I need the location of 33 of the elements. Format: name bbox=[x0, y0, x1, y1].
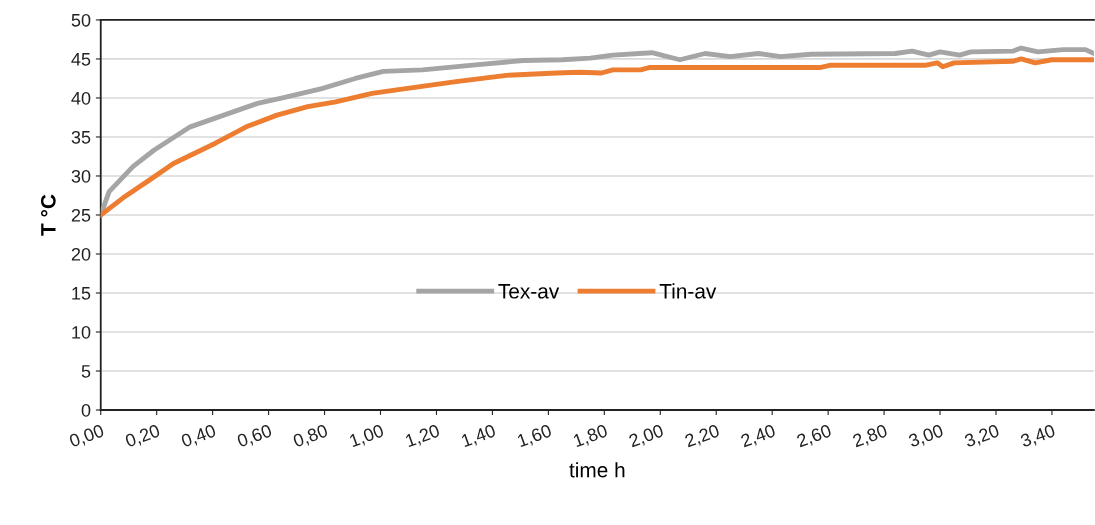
x-tick-label: 2,60 bbox=[796, 423, 833, 450]
x-tick-label: 0,60 bbox=[236, 423, 274, 450]
y-axis-title: T °C bbox=[40, 194, 56, 236]
x-tick-label: 1,40 bbox=[460, 423, 498, 450]
y-tick-label: 0 bbox=[81, 403, 91, 417]
y-tick-label: 35 bbox=[71, 130, 91, 144]
x-axis-title: time h bbox=[569, 462, 625, 478]
y-tick-label: 20 bbox=[71, 247, 91, 261]
x-tick-label: 1,60 bbox=[516, 423, 553, 450]
x-tick-label: 0,40 bbox=[180, 423, 218, 450]
y-tick-label: 50 bbox=[71, 13, 91, 27]
x-tick-label: 3,40 bbox=[1019, 423, 1057, 450]
x-tick-label: 2,80 bbox=[852, 423, 889, 450]
x-tick-label: 2,40 bbox=[740, 423, 777, 450]
x-tick-label: 0,00 bbox=[68, 423, 106, 450]
y-tick-label: 10 bbox=[72, 325, 91, 339]
x-tick-label: 2,00 bbox=[628, 423, 665, 450]
x-tick-label: 1,20 bbox=[404, 423, 442, 450]
x-tick-label: 1,80 bbox=[572, 423, 609, 450]
x-tick-label: 3,00 bbox=[907, 423, 945, 450]
x-tick-label: 0,80 bbox=[292, 423, 330, 450]
y-tick-label: 45 bbox=[71, 53, 91, 66]
x-tick-label: 3,20 bbox=[963, 423, 1001, 450]
x-tick-label: 1,00 bbox=[348, 423, 386, 450]
y-tick-label: 25 bbox=[71, 208, 91, 222]
y-tick-label: 40 bbox=[71, 91, 91, 105]
y-tick-label: 15 bbox=[72, 287, 91, 300]
y-tick-label: 5 bbox=[81, 365, 91, 378]
x-tick-label: 0,20 bbox=[124, 423, 162, 450]
legend-label: Tex-av bbox=[498, 284, 560, 299]
y-tick-label: 30 bbox=[71, 169, 91, 183]
x-tick-label: 2,20 bbox=[684, 423, 721, 450]
legend-label: Tin-av bbox=[659, 283, 717, 299]
